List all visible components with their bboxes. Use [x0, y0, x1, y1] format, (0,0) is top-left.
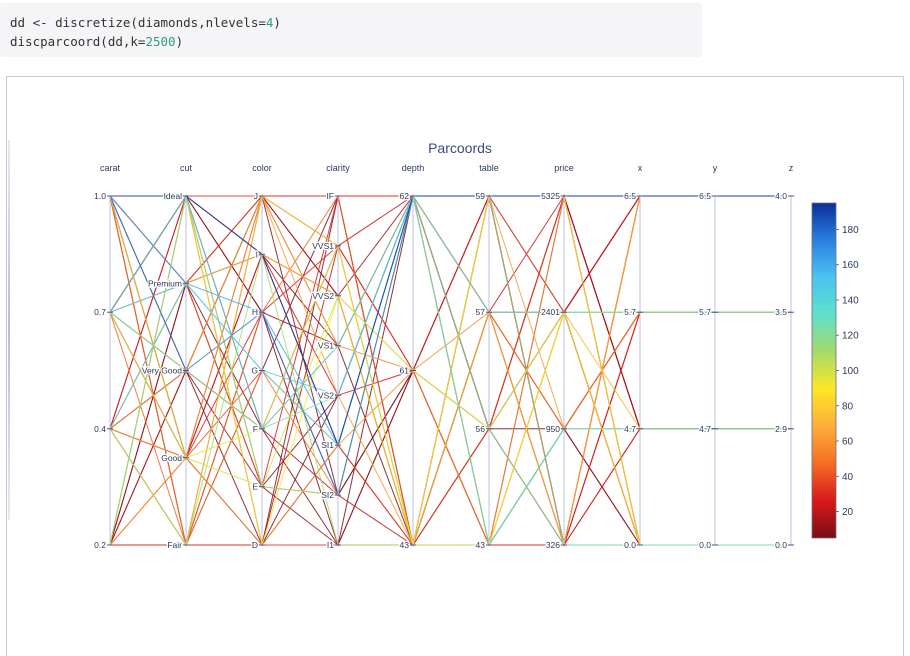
tick-label: H	[252, 307, 258, 317]
code-text: )	[273, 15, 281, 30]
code-text: discparcoord(dd,k=	[10, 34, 146, 49]
colorbar-tick-label: 60	[842, 437, 854, 448]
code-number: 4	[265, 15, 274, 30]
tick-label: 0.4	[94, 424, 106, 434]
tick-label: VVS1	[312, 241, 334, 251]
tick-label: 2401	[541, 307, 560, 317]
code-number: 2500	[145, 34, 176, 49]
tick-label: 1.0	[94, 191, 106, 201]
axis-y[interactable]: y 6.5 5.7 4.7 0.0	[698, 163, 718, 551]
tick-label: 4.7	[699, 424, 711, 434]
axis-depth[interactable]: depth 62 61 43	[398, 163, 425, 551]
chart-title: Parcoords	[428, 140, 492, 156]
tick-label: Fair	[167, 540, 182, 550]
tick-label: 5325	[541, 191, 560, 201]
axis-label[interactable]: table	[479, 163, 499, 173]
tick-label: Ideal	[164, 191, 183, 201]
axis-z[interactable]: z 4.0 3.5 2.9 0.0	[774, 163, 794, 551]
axis-x[interactable]: x 6.5 5.7 4.7 0.0	[623, 163, 643, 551]
tick-label: 5.7	[699, 307, 711, 317]
polyline[interactable]	[109, 294, 791, 488]
polyline[interactable]	[109, 194, 791, 430]
tick-label: 56	[476, 424, 486, 434]
code-line-2: discparcoord(dd,k=2500)	[10, 32, 702, 51]
axis-label[interactable]: y	[713, 163, 718, 173]
axis-clarity[interactable]: clarity IF VVS1 VVS2 VS1 VS2 SI1 SI2 I1	[311, 163, 350, 551]
axis-label[interactable]: price	[554, 163, 574, 173]
tick-label: E	[252, 482, 258, 492]
colorbar-tick-label: 120	[842, 331, 859, 342]
code-line-1: dd <- discretize(diamonds,nlevels=4)	[10, 13, 702, 32]
tick-label: 4.0	[775, 191, 787, 201]
tick-label: Good	[161, 453, 182, 463]
axis-carat[interactable]: carat 1.0 0.7 0.4 0.2	[93, 163, 121, 551]
tick-label: 6.5	[624, 191, 636, 201]
tick-label: IF	[326, 191, 334, 201]
tick-label: 2.9	[775, 424, 787, 434]
axis-color[interactable]: color J I H G F E D	[250, 163, 272, 551]
axis-cut[interactable]: cut Ideal Premium Very Good Good Fair	[141, 163, 193, 551]
tick-label: 950	[546, 424, 560, 434]
colorbar-tick-label: 40	[842, 472, 854, 483]
colorbar: 180 160 140 120 100 80 60 40 20	[811, 202, 859, 539]
tick-label: SI2	[321, 490, 334, 500]
tick-label: D	[252, 540, 258, 550]
polyline[interactable]	[109, 194, 791, 546]
tick-label: 59	[476, 191, 486, 201]
axis-label[interactable]: color	[252, 163, 272, 173]
colorbar-tick-label: 20	[842, 507, 854, 518]
tick-label: 5.7	[624, 307, 636, 317]
tick-label: F	[253, 424, 258, 434]
tick-label: SI1	[321, 440, 334, 450]
tick-label: J	[254, 191, 258, 201]
code-block: dd <- discretize(diamonds,nlevels=4) dis…	[0, 3, 702, 57]
colorbar-tick-label: 180	[842, 225, 859, 236]
tick-label: 4.7	[624, 424, 636, 434]
colorbar-tick-label: 140	[842, 295, 859, 306]
colorbar-tick-label: 160	[842, 260, 859, 271]
tick-label: Very Good	[142, 366, 182, 376]
tick-label: I1	[327, 540, 334, 550]
tick-label: 0.0	[699, 540, 711, 550]
tick-label: 43	[400, 540, 410, 550]
polyline[interactable]	[110, 195, 791, 447]
tick-label: 0.7	[94, 307, 106, 317]
polyline[interactable]	[109, 195, 791, 497]
tick-label: 326	[546, 540, 560, 550]
axis-label[interactable]: clarity	[326, 163, 350, 173]
tick-label: 0.2	[94, 540, 106, 550]
axis-label[interactable]: cut	[180, 163, 193, 173]
tick-label: 0.0	[624, 540, 636, 550]
axis-price[interactable]: price 5325 2401 950 326	[540, 163, 574, 551]
plot-widget-frame	[6, 76, 904, 656]
code-text: )	[175, 34, 184, 49]
polyline[interactable]	[109, 194, 791, 547]
colorbar-tick-label: 100	[842, 366, 859, 377]
colorbar-gradient	[811, 202, 837, 539]
tick-label: 3.5	[775, 307, 787, 317]
tick-label: G	[251, 366, 258, 376]
tick-label: VS2	[318, 390, 334, 400]
axes-layer: carat 1.0 0.7 0.4 0.2 cut Ideal Premium Very Goo…	[93, 163, 794, 551]
tick-label: 62	[400, 191, 410, 201]
tick-label: 6.5	[699, 191, 711, 201]
tick-label: 0.0	[775, 540, 787, 550]
tick-label: 61	[400, 366, 410, 376]
axis-label[interactable]: x	[638, 163, 643, 173]
tick-label: 43	[476, 540, 486, 550]
tick-label: VS1	[318, 341, 334, 351]
axis-label[interactable]: carat	[100, 163, 121, 173]
axis-label[interactable]: z	[789, 163, 794, 173]
tick-label: I	[256, 249, 258, 259]
polylines-layer	[109, 194, 791, 547]
colorbar-tick-label: 80	[842, 401, 854, 412]
code-text: dd <- discretize(diamonds,nlevels=	[10, 15, 266, 30]
axis-label[interactable]: depth	[402, 163, 425, 173]
tick-label: 57	[476, 307, 486, 317]
frame-edge-shadow	[8, 140, 10, 520]
tick-label: VVS2	[312, 291, 334, 301]
tick-label: Premium	[148, 278, 182, 288]
axis-table[interactable]: table 59 57 56 43	[474, 163, 499, 551]
